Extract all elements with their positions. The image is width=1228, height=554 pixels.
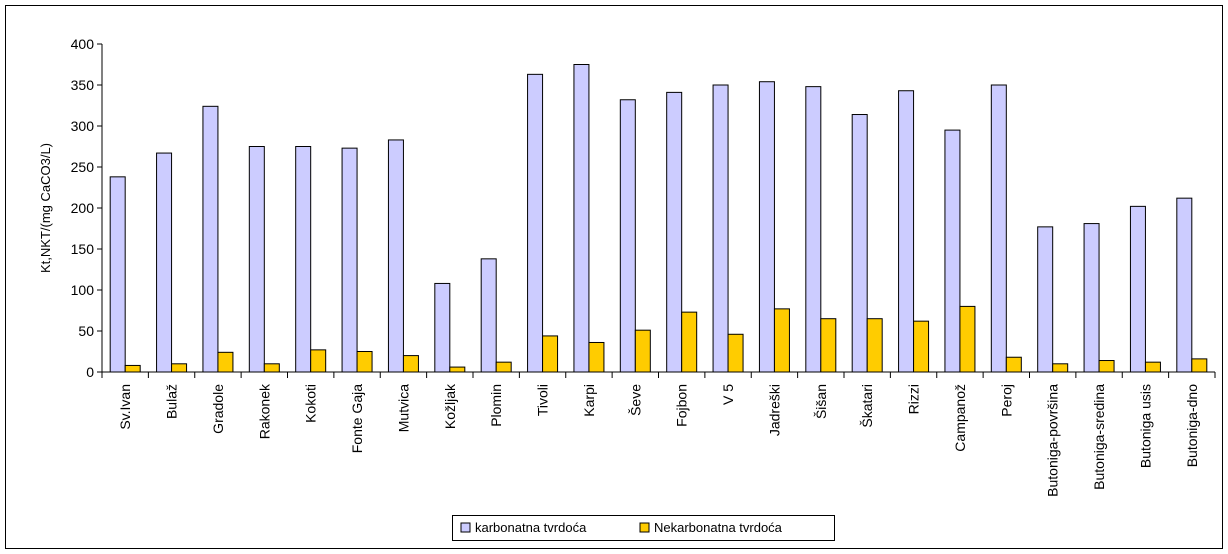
bar-karbonatna [1083,223,1100,373]
y-tick-label: 50 [78,323,94,339]
bar-nekarbonatna [1144,361,1161,373]
bar-karbonatna [851,114,868,373]
bar-karbonatna [248,146,265,373]
y-tick-label: 0 [86,364,94,380]
bar-nekarbonatna [634,329,651,373]
y-axis-label: Kt,NKT/(mg CaCO3/L) [38,143,53,273]
bar-nekarbonatna [310,349,327,373]
bar-karbonatna [387,139,404,373]
x-tick-label: Tivoli [535,384,551,416]
bar-karbonatna [480,258,497,373]
x-tick-label: Škatari [859,384,875,428]
x-tick-label: Butoniga usis [1137,384,1153,468]
bar-karbonatna [666,91,683,373]
y-tick-label: 250 [71,159,95,175]
legend: karbonatna tvrdoća Nekarbonatna tvrdoća [452,515,835,541]
bar-nekarbonatna [449,366,466,373]
bar-nekarbonatna [959,305,976,373]
bar-karbonatna [202,105,219,373]
bar-nekarbonatna [727,333,744,373]
bar-karbonatna [1176,197,1193,373]
bar-karbonatna [295,146,312,373]
bar-nekarbonatna [773,308,790,373]
x-tick-label: V 5 [720,384,736,405]
bar-karbonatna [805,86,822,373]
bar-nekarbonatna [1005,356,1022,373]
legend-swatch-nekarbonatna [639,522,650,533]
x-tick-label: Butoniga-sredina [1091,384,1107,490]
bar-karbonatna [990,84,1007,373]
y-tick-label: 400 [71,36,95,52]
bar-karbonatna [712,84,729,373]
x-tick-label: Mutvica [395,384,411,432]
bar-karbonatna [758,81,775,373]
bar-nekarbonatna [866,318,883,373]
bar-karbonatna [434,282,451,373]
y-tick-label: 300 [71,118,95,134]
bar-nekarbonatna [263,363,280,373]
x-tick-label: Rakonek [256,383,272,439]
bar-nekarbonatna [542,335,559,373]
y-tick-label: 200 [71,200,95,216]
x-axis-labels: Sv.Ivan Bulaž Gradole Rakonek Kokoti Fonte Ga… [101,372,1216,497]
legend-label-nekarbonatna: Nekarbonatna tvrdoća [654,520,783,535]
bar-nekarbonatna [356,351,373,373]
x-tick-label: Plomin [488,384,504,427]
bar-nekarbonatna [820,318,837,373]
x-tick-label: Gradole [210,384,226,434]
bar-nekarbonatna [1098,360,1115,373]
x-tick-label: Fonte Gaja [349,384,365,453]
bar-nekarbonatna [1052,363,1069,373]
bar-nekarbonatna [402,355,419,373]
bar-nekarbonatna [681,311,698,373]
x-tick-label: Sv.Ivan [117,384,133,430]
bar-nekarbonatna [171,363,188,373]
bar-nekarbonatna [588,341,605,373]
x-tick-label: Ševe [627,384,643,416]
x-tick-label: Karpi [581,384,597,417]
x-tick-label: Jadreški [766,384,782,436]
bar-karbonatna [619,99,636,373]
y-tick-label: 350 [71,77,95,93]
bar-nekarbonatna [913,320,930,373]
bar-karbonatna [573,64,590,373]
x-tick-label: Peroj [998,384,1014,417]
bar-karbonatna [1037,226,1054,373]
bar-karbonatna [1129,205,1146,373]
y-tick-label: 100 [71,282,95,298]
x-tick-label: Campanož [952,384,968,452]
bar-karbonatna [109,176,126,373]
x-tick-label: Butoniga-dno [1184,384,1200,468]
x-tick-label: Kokoti [303,384,319,423]
y-tick-label: 150 [71,241,95,257]
legend-label-karbonatna: karbonatna tvrdoća [475,520,587,535]
bar-karbonatna [341,147,358,373]
x-tick-label: Fojbon [674,384,690,427]
legend-swatch-karbonatna [460,522,471,533]
bar-nekarbonatna [495,361,512,373]
bar-nekarbonatna [124,364,141,373]
x-tick-label: Šišan [813,384,829,419]
bar-karbonatna [944,129,961,373]
x-tick-label: Bulaž [164,384,180,419]
x-tick-label: Kožljak [442,383,458,429]
bar-nekarbonatna [1191,358,1208,373]
x-tick-label: Butoniga-površina [1045,384,1061,497]
bar-karbonatna [156,152,173,373]
bar-nekarbonatna [217,351,234,373]
y-axis-ticks: 0 50 100 150 200 250 300 350 400 [71,36,102,380]
bar-karbonatna [527,73,544,373]
x-tick-label: Rizzi [906,384,922,414]
bar-karbonatna [898,90,915,373]
